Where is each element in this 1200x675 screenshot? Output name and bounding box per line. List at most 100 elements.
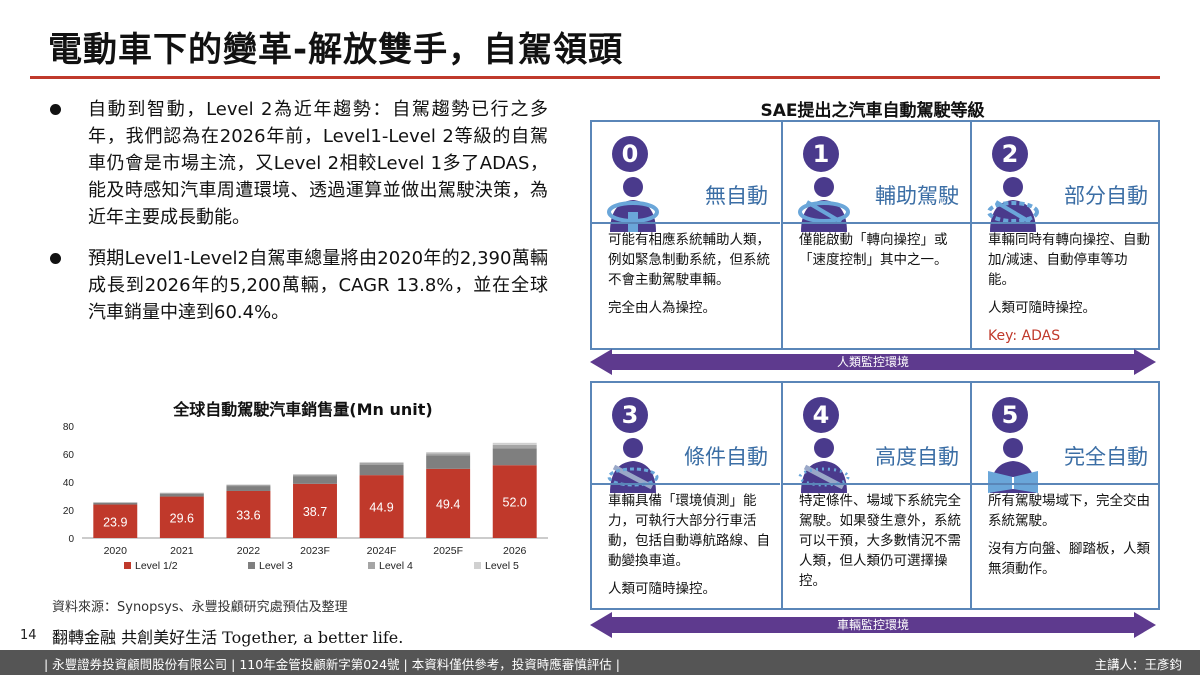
company-slogan: 翻轉金融 共創美好生活 Together, a better life. — [52, 628, 404, 647]
level-number: 4 — [803, 397, 839, 433]
bar-segment — [359, 461, 404, 463]
bar-segment — [226, 484, 271, 487]
legend-label: Level 4 — [379, 560, 413, 572]
sae-title: SAE提出之汽車自動駕駛等級 — [760, 101, 985, 121]
bar-segment — [492, 444, 537, 449]
card-divider — [783, 483, 971, 485]
bar-segment — [426, 453, 471, 456]
bar-segment — [426, 452, 471, 454]
bullet-list: 自動到智動，Level 2為近年趨勢：自駕趨勢已行之多年，我們認為在2026年前… — [48, 96, 548, 340]
data-label: 44.9 — [369, 501, 393, 515]
human-monitor-arrow: 人類監控環境 — [590, 349, 1156, 375]
card-divider — [972, 222, 1160, 224]
bar-segment — [159, 492, 204, 494]
data-label: 33.6 — [236, 508, 260, 522]
desc-line: 車輛同時有轉向操控、自動加/減速、自動停車等功能。 — [988, 232, 1150, 288]
data-label: 23.9 — [103, 515, 127, 529]
x-tick-label: 2025F — [433, 545, 463, 557]
driver-steering-icon — [987, 177, 1039, 232]
bar-segment — [426, 468, 471, 538]
bullet-text: 預期Level1-Level2自駕車總量將由2020年的2,390萬輛成長到20… — [88, 248, 548, 323]
y-tick-label: 0 — [68, 534, 74, 545]
level-description: 可能有相應系統輔助人類，例如緊急制動系統，但系統不會主動駕駛車輛。 完全由人為操… — [608, 230, 770, 326]
y-tick-label: 40 — [63, 478, 75, 489]
level-name: 完全自動 — [1064, 445, 1148, 469]
footer-disclaimer: | 永豐證券投資顧問股份有限公司 | 110年金管投顧新字第024號 | 本資料… — [44, 657, 620, 672]
legend-label: Level 5 — [485, 560, 519, 572]
card-divider — [592, 222, 780, 224]
data-label: 29.6 — [170, 511, 194, 525]
desc-line: 僅能啟動「轉向操控」或「速度控制」其中之一。 — [799, 232, 948, 268]
desc-line: 完全由人為操控。 — [608, 300, 716, 316]
bar-segment — [159, 496, 204, 538]
bar-segment — [293, 474, 337, 475]
bullet-dot-icon — [50, 104, 61, 115]
legend-label: Level 1/2 — [135, 560, 178, 572]
legend-swatch — [368, 562, 375, 569]
desc-line: 沒有方向盤、腳踏板，人類無須動作。 — [988, 541, 1150, 577]
level-card-1: 1 輔助駕駛 僅能啟動「轉向操控」或「速度控制」其中之一。 — [781, 122, 971, 348]
bar-segment — [226, 490, 271, 538]
driver-reading-icon — [988, 438, 1038, 493]
level-card-4: 4 高度自動 特定條件、場域下系統完全駕駛。如果發生意外，系統可以干預，大多數情… — [781, 383, 971, 608]
footer-bar: | 永豐證券投資顧問股份有限公司 | 110年金管投顧新字第024號 | 本資料… — [0, 650, 1200, 675]
bar-segment — [226, 484, 271, 485]
bar-segment — [359, 462, 404, 465]
x-tick-label: 2021 — [170, 545, 194, 557]
level-number: 5 — [992, 397, 1028, 433]
level-name: 輔助駕駛 — [875, 184, 959, 208]
bullet-item: 自動到智動，Level 2為近年趨勢：自駕趨勢已行之多年，我們認為在2026年前… — [48, 96, 548, 231]
double-arrow-icon — [590, 349, 1156, 375]
bar-segment — [426, 455, 471, 469]
level-name: 高度自動 — [875, 445, 959, 469]
level-number: 2 — [992, 136, 1028, 172]
data-label: 52.0 — [503, 496, 527, 510]
data-source: 資料來源：Synopsys、永豐投顧研究處預估及整理 — [52, 600, 348, 615]
x-tick-label: 2023F — [300, 545, 330, 557]
key-note: Key: ADAS — [988, 328, 1061, 344]
bar-segment — [159, 493, 204, 497]
bar-segment — [359, 475, 404, 538]
page-number: 14 — [20, 628, 37, 643]
legend-swatch — [248, 562, 255, 569]
data-label: 38.7 — [303, 505, 327, 519]
x-tick-label: 2026 — [503, 545, 527, 557]
level-description: 僅能啟動「轉向操控」或「速度控制」其中之一。 — [799, 230, 961, 278]
bar-segment — [93, 502, 138, 503]
level-card-0: 0 無自動 可能有相應系統輔助人類，例如緊急制動系統，但系統不會主動駕駛車輛。 … — [592, 122, 780, 348]
desc-line: 車輛具備「環境偵測」能力，可執行大部分行車活動，包括自動導航路線、自動變換車道。 — [608, 493, 770, 569]
arrow-label: 人類監控環境 — [836, 355, 909, 369]
level-name: 無自動 — [705, 184, 768, 208]
data-label: 49.4 — [436, 497, 460, 511]
bar-segment — [93, 504, 138, 538]
sales-chart: 全球自動駕駛汽車銷售量(Mn unit) 0 20 40 60 80 23.9 2020 29… — [48, 392, 558, 582]
level-description: 車輛同時有轉向操控、自動加/減速、自動停車等功能。 人類可隨時操控。 Key: … — [988, 230, 1150, 354]
legend-swatch — [474, 562, 481, 569]
bar-segment — [293, 476, 337, 484]
level-card-5: 5 完全自動 所有駕駛場域下，完全交由系統駕駛。 沒有方向盤、腳踏板，人類無須動… — [970, 383, 1160, 608]
level-description: 車輛具備「環境偵測」能力，可執行大部分行車活動，包括自動導航路線、自動變換車道。… — [608, 491, 770, 607]
legend-swatch — [124, 562, 131, 569]
sae-levels-top: 0 無自動 可能有相應系統輔助人類，例如緊急制動系統，但系統不會主動駕駛車輛。 … — [590, 120, 1160, 350]
level-description: 特定條件、場域下系統完全駕駛。如果發生意外，系統可以干預，大多數情況不需人類，但… — [799, 491, 961, 599]
bar-segment — [293, 474, 337, 477]
y-tick-label: 80 — [63, 422, 75, 433]
desc-line: 可能有相應系統輔助人類，例如緊急制動系統，但系統不會主動駕駛車輛。 — [608, 232, 770, 288]
system-monitor-arrow: 車輛監控環境 — [590, 612, 1156, 638]
bullet-item: 預期Level1-Level2自駕車總量將由2020年的2,390萬輛成長到20… — [48, 245, 548, 326]
sae-levels-bottom: 3 條件自動 車輛具備「環境偵測」能力，可執行大部分行車活動，包括自動導航路線、… — [590, 381, 1160, 610]
level-description: 所有駕駛場域下，完全交由系統駕駛。 沒有方向盤、腳踏板，人類無須動作。 — [988, 491, 1150, 587]
bar-segment — [492, 465, 537, 538]
card-divider — [783, 222, 971, 224]
desc-line: 所有駕駛場域下，完全交由系統駕駛。 — [988, 493, 1150, 529]
chart-canvas: 0 20 40 60 80 23.9 2020 29.6 2021 33.6 2022 38.7 202… — [63, 422, 548, 572]
bullet-dot-icon — [50, 253, 61, 264]
y-tick-label: 60 — [63, 450, 75, 461]
level-number: 3 — [612, 397, 648, 433]
title-underline — [30, 76, 1160, 79]
bar-segment — [226, 486, 271, 491]
driver-seatbelt-icon — [798, 438, 850, 493]
bar-segment — [293, 483, 337, 538]
x-tick-label: 2022 — [237, 545, 261, 557]
level-number: 0 — [612, 136, 648, 172]
